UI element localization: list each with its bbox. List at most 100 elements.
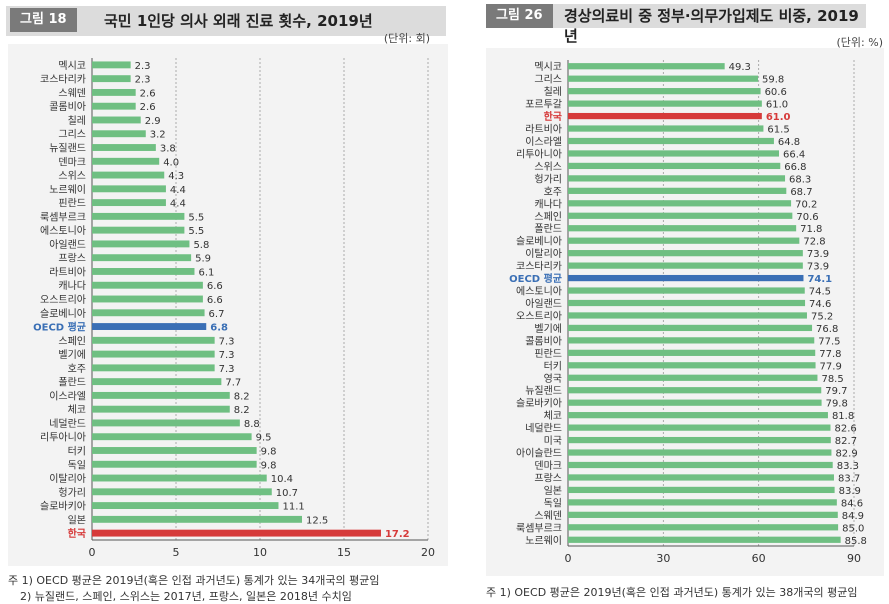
bar-에스토니아 — [568, 287, 805, 294]
bar-스웨덴 — [92, 88, 136, 96]
category-label: 벨기에 — [58, 349, 86, 361]
bar-멕시코 — [568, 63, 725, 70]
category-label: 미국 — [544, 435, 562, 447]
x-tick-label: 90 — [847, 552, 861, 565]
value-label: 61.0 — [766, 112, 791, 123]
value-label: 6.1 — [198, 267, 214, 278]
value-label: 59.8 — [762, 75, 784, 86]
category-label: 스페인 — [58, 335, 86, 347]
bar-캐나다 — [568, 200, 792, 207]
value-label: 77.5 — [818, 336, 840, 347]
category-label: 폴란드 — [58, 377, 86, 389]
category-label: 스웨덴 — [58, 87, 86, 99]
value-label: 4.4 — [170, 199, 186, 210]
bar-뉴질랜드 — [568, 387, 822, 394]
category-label: 체코 — [68, 404, 86, 416]
value-label: 6.8 — [210, 323, 228, 334]
category-label: 아이슬란드 — [516, 448, 562, 460]
bar-덴마크 — [568, 461, 833, 469]
bar-폴란드 — [568, 225, 797, 232]
value-label: 81.8 — [832, 411, 854, 422]
category-label: 핀란드 — [534, 348, 562, 360]
chart-area: 0 30 60 90 멕시코 49.3 그리스 59.8 칠레 60.6 포르투갈 61.0 한국 61.… — [486, 48, 884, 576]
unit-label: (단위: %) — [836, 36, 883, 49]
bar-터키 — [568, 362, 816, 369]
value-label: 82.6 — [834, 424, 856, 435]
x-tick-label: 5 — [173, 546, 180, 559]
bar-핀란드 — [92, 199, 166, 207]
category-label: 에스토니아 — [40, 225, 86, 237]
bar-오스트리아 — [568, 312, 807, 319]
category-label: 슬로베니아 — [516, 236, 562, 248]
bar-슬로바키아 — [92, 502, 279, 510]
bar-독일 — [568, 499, 837, 506]
value-label: 84.9 — [842, 511, 864, 522]
value-label: 10.4 — [271, 474, 293, 485]
category-label: 호주 — [68, 363, 86, 375]
value-label: 68.7 — [790, 187, 812, 198]
x-tick-label: 0 — [565, 552, 572, 565]
footnote-2: 2) 뉴질랜드, 스페인, 스위스는 2017년, 프랑스, 일본은 2018년… — [20, 590, 352, 603]
category-label: OECD 평균 — [33, 321, 86, 334]
x-tick-label: 10 — [253, 546, 267, 559]
category-label: 스페인 — [534, 211, 562, 223]
bar-스웨덴 — [568, 511, 838, 518]
category-label: 뉴질랜드 — [525, 385, 562, 397]
bar-한국 — [92, 529, 381, 537]
value-label: 3.8 — [160, 144, 176, 155]
bar-프랑스 — [568, 474, 834, 481]
bar-덴마크 — [92, 157, 160, 165]
x-tick-label: 15 — [337, 546, 351, 559]
value-label: 64.8 — [778, 137, 800, 148]
category-label: 이스라엘 — [525, 135, 562, 148]
category-label: 콜롬비아 — [49, 101, 86, 113]
category-label: 라트비아 — [49, 266, 86, 278]
value-label: 85.8 — [845, 536, 867, 547]
value-label: 10.7 — [276, 488, 298, 499]
category-label: 스웨덴 — [534, 510, 562, 522]
value-label: 68.3 — [789, 174, 811, 185]
bar-chart-public-health-spending: 0 30 60 90 멕시코 49.3 그리스 59.8 칠레 60.6 포르투갈 61.0 한국 61.… — [509, 60, 867, 565]
bar-폴란드 — [92, 378, 222, 386]
category-label: 헝가리 — [534, 173, 562, 185]
bar-리투아니아 — [568, 150, 780, 157]
category-label: 리투아니아 — [516, 148, 562, 160]
category-label: 터키 — [68, 445, 86, 457]
bar-룩셈부르크 — [92, 212, 185, 220]
bar-리투아니아 — [92, 433, 252, 441]
bar-콜롬비아 — [568, 337, 815, 344]
category-label: 노르웨이 — [525, 535, 562, 547]
category-label: 오스트리아 — [40, 294, 86, 306]
category-label: 독일 — [544, 497, 562, 509]
category-label: 벨기에 — [534, 323, 562, 335]
value-label: 82.7 — [835, 436, 857, 447]
value-label: 2.9 — [145, 116, 161, 127]
category-label: 폴란드 — [534, 223, 562, 235]
value-label: 77.9 — [820, 361, 842, 372]
bar-이탈리아 — [92, 474, 267, 482]
value-label: 74.5 — [809, 287, 831, 298]
value-label: 3.2 — [150, 130, 166, 141]
figure-number-label: 그림 18 — [10, 8, 77, 32]
value-label: 17.2 — [385, 529, 410, 540]
category-label: 그리스 — [58, 129, 86, 141]
category-label: 캐나다 — [58, 280, 86, 292]
bar-멕시코 — [92, 61, 131, 69]
x-tick-label: 60 — [752, 552, 766, 565]
category-label: 일본 — [544, 485, 562, 497]
category-label: 슬로바키아 — [516, 398, 562, 410]
category-label: 오스트리아 — [516, 310, 562, 322]
category-label: 이스라엘 — [49, 389, 86, 402]
value-label: 79.7 — [825, 386, 847, 397]
value-label: 4.3 — [168, 171, 184, 182]
category-label: 네덜란드 — [525, 423, 562, 435]
bar-오스트리아 — [92, 295, 203, 303]
bar-독일 — [92, 460, 257, 468]
bar-일본 — [92, 515, 302, 523]
value-label: 70.6 — [796, 212, 818, 223]
value-label: 7.3 — [219, 350, 235, 361]
footnote-1: 주 1) OECD 평균은 2019년(혹은 인접 과거년도) 통계가 있는 3… — [8, 574, 380, 587]
category-label: 일본 — [68, 514, 86, 526]
value-label: 9.5 — [256, 433, 272, 444]
value-label: 73.9 — [807, 249, 829, 260]
